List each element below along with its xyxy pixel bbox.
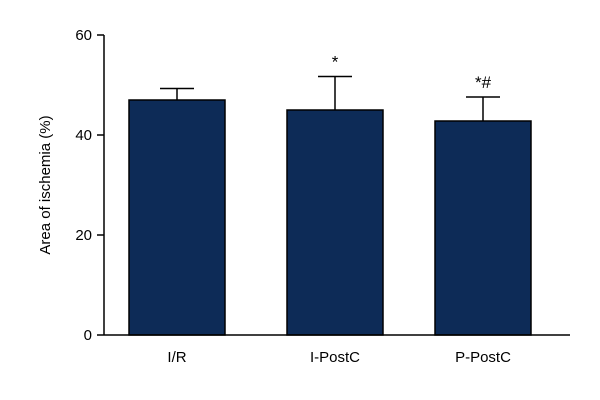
y-tick-label: 0 [84, 327, 92, 344]
x-tick-label: I/R [167, 349, 186, 366]
y-tick-label: 40 [75, 127, 92, 144]
bars [128, 99, 532, 336]
bar [434, 120, 532, 336]
y-axis-label: Area of ischemia (%) [37, 115, 54, 254]
y-tick-label: 20 [75, 227, 92, 244]
error-bars [160, 75, 500, 121]
significance-label: *# [475, 73, 492, 92]
x-tick-label: P-PostC [455, 349, 511, 366]
y-axis-ticks: 0 20 40 60 [75, 27, 104, 344]
bar [286, 109, 384, 336]
x-tick-label: I-PostC [310, 349, 360, 366]
bar [128, 99, 226, 336]
significance-markers: * *# [332, 53, 492, 93]
y-tick-label: 60 [75, 27, 92, 44]
x-axis-ticks: I/R I-PostC P-PostC [167, 349, 511, 366]
axes [103, 35, 570, 336]
significance-label: * [332, 53, 339, 72]
